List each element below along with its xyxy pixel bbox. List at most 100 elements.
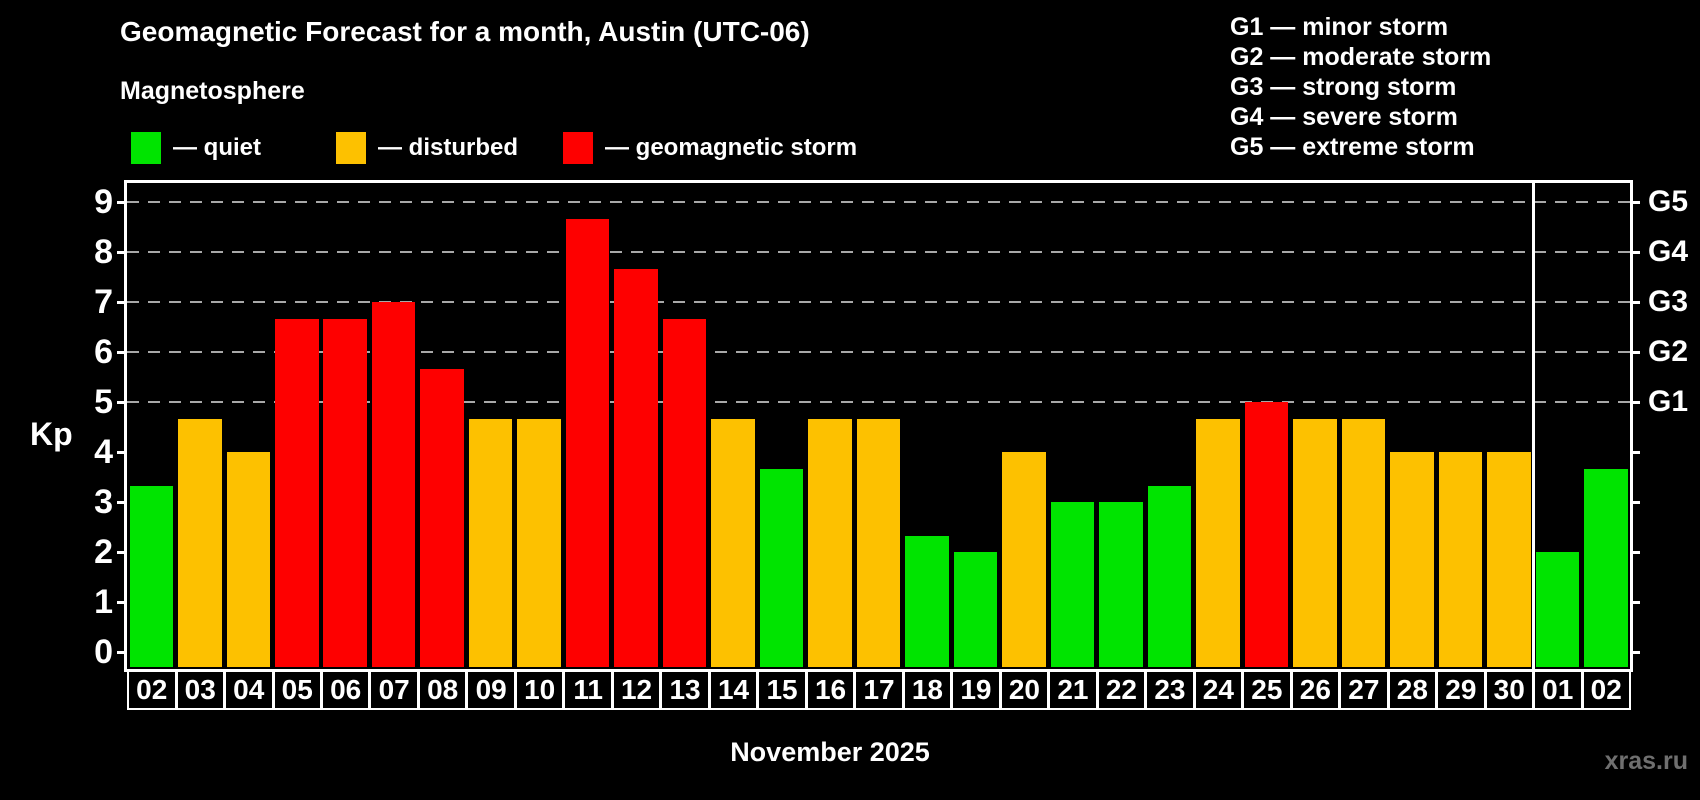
kp-bar-day-29 bbox=[1438, 452, 1483, 667]
y-tick-label: 0 bbox=[94, 633, 113, 671]
kp-bar-day-20 bbox=[1002, 452, 1046, 667]
day-label-08: 08 bbox=[417, 670, 468, 710]
disturbed-color-swatch-icon bbox=[336, 132, 366, 164]
kp-bar-day-19 bbox=[953, 552, 998, 667]
y-tick-label: 9 bbox=[94, 183, 113, 221]
day-label-28: 28 bbox=[1387, 670, 1438, 710]
day-label-23: 23 bbox=[1145, 670, 1195, 710]
y-tick-label: 7 bbox=[94, 283, 113, 321]
y-axis-tick bbox=[117, 501, 127, 504]
y-axis-title: Kp bbox=[30, 416, 73, 452]
legend-item-disturbed: — disturbed bbox=[336, 130, 518, 166]
day-label-15: 15 bbox=[757, 670, 807, 710]
y-axis-tick bbox=[117, 451, 127, 454]
legend-item-quiet: — quiet bbox=[131, 130, 261, 166]
day-label-18: 18 bbox=[902, 670, 953, 710]
kp-bar-day-11 bbox=[565, 218, 610, 667]
kp-bar-day-16 bbox=[808, 418, 852, 667]
kp-bar-day-02 bbox=[1584, 468, 1628, 667]
day-label-05: 05 bbox=[272, 670, 322, 710]
g-tick-label-g3: G3 bbox=[1648, 285, 1689, 318]
day-label-10: 10 bbox=[514, 670, 565, 710]
kp-bar-day-07 bbox=[371, 302, 416, 667]
kp-bar-day-25 bbox=[1244, 402, 1289, 667]
y-axis-tick bbox=[117, 651, 127, 654]
kp-bar-day-21 bbox=[1050, 502, 1095, 667]
day-label-01: 01 bbox=[1533, 670, 1583, 710]
g3-legend-line: G3 — strong storm bbox=[1230, 73, 1457, 101]
kp-bar-day-13 bbox=[662, 318, 707, 667]
right-axis-tick bbox=[1630, 251, 1640, 254]
y-axis-tick bbox=[117, 401, 127, 404]
right-axis-tick bbox=[1630, 451, 1640, 454]
g-tick-label-g4: G4 bbox=[1648, 235, 1689, 268]
kp-bar-day-22 bbox=[1099, 502, 1143, 667]
gridline-kp5 bbox=[127, 401, 1630, 403]
day-label-12: 12 bbox=[611, 670, 662, 710]
legend-item-storm: — geomagnetic storm bbox=[563, 130, 857, 166]
kp-bar-day-08 bbox=[420, 368, 464, 667]
g4-legend-line: G4 — severe storm bbox=[1230, 103, 1458, 131]
day-label-25: 25 bbox=[1242, 670, 1292, 710]
kp-bar-day-05 bbox=[275, 318, 319, 667]
right-axis-tick bbox=[1630, 651, 1640, 654]
day-label-07: 07 bbox=[369, 670, 419, 710]
kp-bar-day-30 bbox=[1487, 452, 1531, 667]
day-label-21: 21 bbox=[1048, 670, 1098, 710]
g2-legend-line: G2 — moderate storm bbox=[1230, 43, 1492, 71]
right-axis-tick bbox=[1630, 301, 1640, 304]
legend-label-quiet: — quiet bbox=[173, 134, 261, 161]
y-axis-tick bbox=[117, 551, 127, 554]
y-tick-label: 5 bbox=[94, 383, 113, 421]
kp-bar-day-04 bbox=[226, 452, 270, 667]
chart-title: Geomagnetic Forecast for a month, Austin… bbox=[120, 16, 810, 47]
g-tick-label-g1: G1 bbox=[1648, 385, 1689, 418]
y-tick-label: 6 bbox=[94, 333, 113, 371]
gridline-kp8 bbox=[127, 251, 1630, 253]
day-label-22: 22 bbox=[1096, 670, 1147, 710]
g5-legend-line: G5 — extreme storm bbox=[1230, 133, 1475, 161]
kp-bar-day-23 bbox=[1147, 485, 1192, 667]
g-scale-legend: G1 — minor storm G2 — moderate storm G3 … bbox=[1230, 12, 1491, 162]
day-label-20: 20 bbox=[999, 670, 1050, 710]
day-label-30: 30 bbox=[1484, 670, 1534, 710]
day-label-11: 11 bbox=[563, 670, 613, 710]
gridline-kp7 bbox=[127, 301, 1630, 303]
g-tick-label-g5: G5 bbox=[1648, 185, 1689, 218]
day-label-16: 16 bbox=[805, 670, 856, 710]
kp-bar-day-24 bbox=[1196, 418, 1240, 667]
gridline-kp9 bbox=[127, 201, 1630, 203]
y-axis-tick bbox=[117, 601, 127, 604]
right-axis-tick bbox=[1630, 401, 1640, 404]
day-label-17: 17 bbox=[854, 670, 904, 710]
kp-bar-day-17 bbox=[856, 418, 901, 667]
g1-legend-line: G1 — minor storm bbox=[1230, 13, 1449, 41]
day-label-13: 13 bbox=[660, 670, 710, 710]
legend-label-storm: — geomagnetic storm bbox=[605, 134, 858, 161]
kp-bar-day-09 bbox=[468, 418, 513, 667]
day-label-26: 26 bbox=[1290, 670, 1341, 710]
right-axis-tick bbox=[1630, 601, 1640, 604]
chart-subtitle: Magnetosphere bbox=[120, 77, 305, 105]
y-tick-label: 2 bbox=[94, 533, 113, 571]
kp-bar-day-01 bbox=[1535, 552, 1579, 667]
kp-bar-day-15 bbox=[759, 468, 804, 667]
gridline-kp6 bbox=[127, 351, 1630, 353]
right-axis-tick bbox=[1630, 501, 1640, 504]
y-tick-label: 3 bbox=[94, 483, 113, 521]
y-axis-tick bbox=[117, 301, 127, 304]
legend-label-disturbed: — disturbed bbox=[378, 134, 519, 161]
kp-bar-day-02 bbox=[129, 485, 173, 667]
right-axis-tick bbox=[1630, 551, 1640, 554]
y-axis-tick bbox=[117, 201, 127, 204]
x-axis-title: November 2025 bbox=[730, 737, 930, 767]
y-axis-tick bbox=[117, 351, 127, 354]
kp-bar-day-14 bbox=[711, 418, 755, 667]
right-axis-tick bbox=[1630, 201, 1640, 204]
y-tick-label: 1 bbox=[94, 583, 113, 621]
watermark: xras.ru bbox=[1604, 747, 1688, 775]
kp-bar-day-12 bbox=[614, 268, 658, 667]
day-label-02: 02 bbox=[127, 670, 177, 710]
quiet-color-swatch-icon bbox=[131, 132, 161, 164]
month-separator-line bbox=[1531, 183, 1535, 669]
